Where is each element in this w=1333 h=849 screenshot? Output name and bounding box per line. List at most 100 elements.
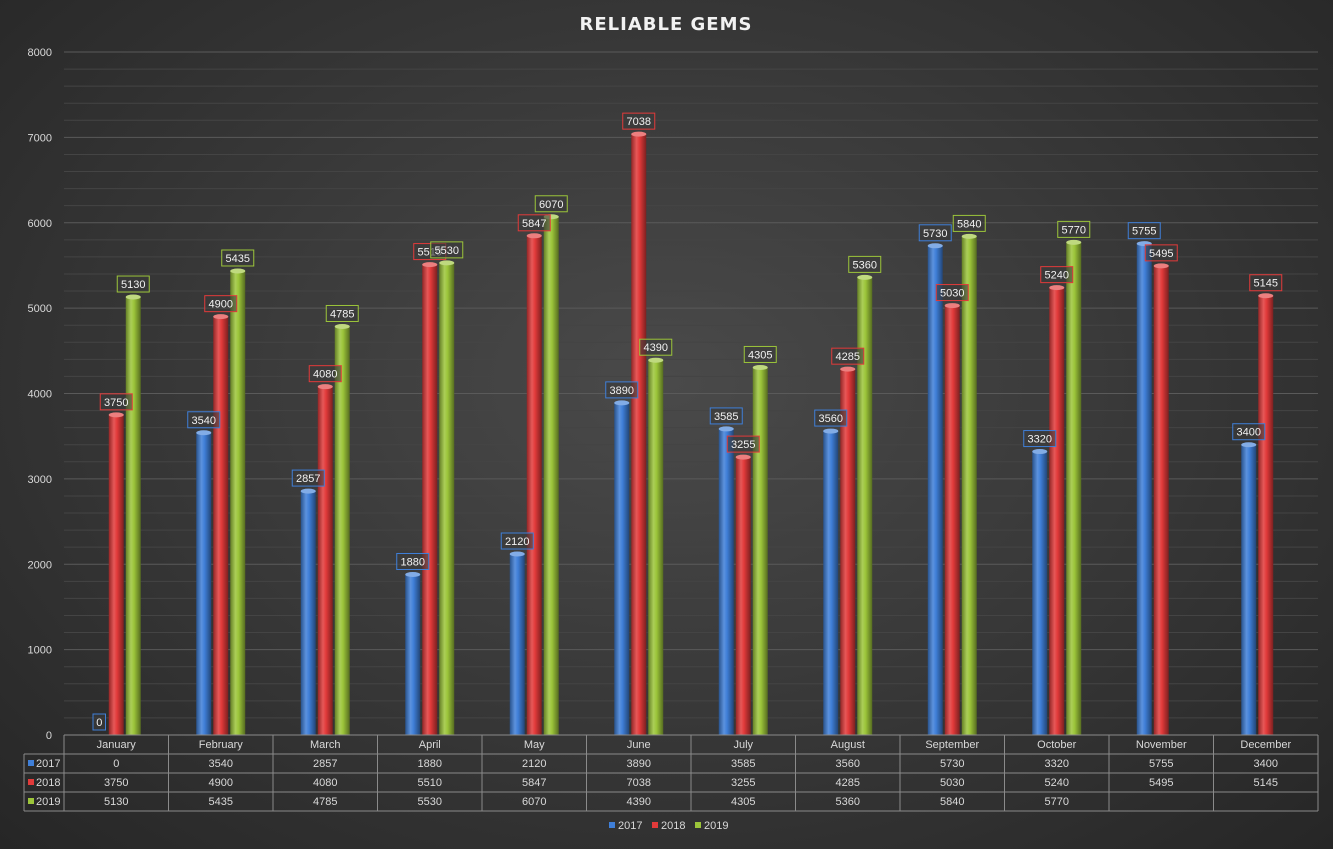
table-cell: 1880 (418, 758, 442, 770)
data-label-2017-may: 2120 (505, 536, 529, 548)
data-label-box (1023, 430, 1057, 448)
y-axis-tick-labels: 0 1000 2000 3000 4000 5000 6000 7000 8000 (28, 47, 52, 742)
bar-2019-july (752, 367, 768, 735)
data-label-box (1232, 423, 1266, 441)
bar-cap-2018-april (422, 262, 438, 268)
data-label-box (622, 112, 656, 130)
table-cell: 0 (113, 758, 119, 770)
data-label-2017-november: 5755 (1132, 226, 1156, 238)
legend-item-2019[interactable]: 2019 (695, 820, 728, 832)
table-cell: 3890 (627, 758, 651, 770)
data-label-2018-october: 5240 (1045, 270, 1069, 282)
data-label-2018-july: 3255 (731, 439, 755, 451)
data-table: January February March April May June July Augu… (23, 734, 1319, 812)
legend-swatch-2017 (609, 822, 615, 828)
table-cell: 4390 (627, 796, 651, 808)
bar-2017-december (1241, 444, 1257, 735)
bar-2018-april (422, 264, 438, 735)
data-label-box (92, 713, 106, 731)
table-cell: 2120 (522, 758, 546, 770)
table-cell: 4305 (731, 796, 755, 808)
data-label-2017-july: 3585 (714, 411, 738, 423)
data-label-box (743, 345, 777, 363)
data-label-box (221, 249, 255, 267)
bar-cap-2018-february (213, 314, 229, 320)
legend-item-2017[interactable]: 2017 (609, 820, 642, 832)
y-tick-label: 3000 (28, 474, 52, 486)
y-tick-label: 8000 (28, 47, 52, 59)
bar-cap-2018-may (526, 233, 542, 239)
category-label-may: May (524, 739, 545, 751)
y-tick-label: 4000 (28, 389, 52, 401)
data-label-box (952, 214, 986, 232)
data-label-2019-january: 5130 (121, 279, 145, 291)
data-label-2018-march: 4080 (313, 369, 337, 381)
data-label-2018-november: 5495 (1149, 248, 1173, 260)
bar-cap-2018-august (840, 366, 856, 372)
bar-cap-2017-march (300, 488, 316, 494)
bar-2019-june (648, 360, 664, 735)
data-label-box (396, 552, 430, 570)
category-label-november: November (1136, 739, 1187, 751)
bar-cap-2018-october (1049, 285, 1065, 291)
table-legend-key-2019 (28, 798, 34, 804)
table-cell: 5360 (836, 796, 860, 808)
data-label-2017-june: 3890 (610, 385, 634, 397)
bar-cap-2019-july (752, 364, 768, 370)
table-cell: 3540 (209, 758, 233, 770)
bar-2018-may (526, 235, 542, 735)
bar-2018-september (944, 305, 960, 735)
table-series-name: 2017 (36, 758, 60, 770)
table-cell: 5530 (418, 796, 442, 808)
data-label-box (500, 532, 534, 550)
legend[interactable]: 2017 2018 2019 (609, 820, 728, 832)
table-cell: 3400 (1254, 758, 1278, 770)
bar-2019-may (543, 216, 559, 735)
data-label-2017-october: 3320 (1028, 434, 1052, 446)
bar-2017-february (196, 432, 212, 735)
legend-swatch-2019 (695, 822, 701, 828)
data-label-box (831, 347, 865, 365)
table-cell: 4080 (313, 777, 337, 789)
table-cell: 3255 (731, 777, 755, 789)
bars (108, 131, 1274, 736)
table-cell: 5495 (1149, 777, 1173, 789)
data-label-box (848, 255, 882, 273)
bar-2019-october (1066, 242, 1082, 736)
category-label-april: April (419, 739, 441, 751)
category-label-february: February (199, 739, 244, 751)
data-label-2019-october: 5770 (1062, 224, 1086, 236)
bar-cap-2017-april (405, 571, 421, 577)
bar-2019-august (857, 277, 873, 735)
legend-label-2018: 2018 (661, 820, 685, 832)
data-label-2019-august: 5360 (853, 259, 877, 271)
bar-2017-may (509, 554, 525, 735)
table-cell: 7038 (627, 777, 651, 789)
bar-cap-2018-march (317, 384, 333, 390)
bar-cap-2019-march (334, 323, 350, 329)
legend-item-2018[interactable]: 2018 (652, 820, 685, 832)
data-label-2018-january: 3750 (104, 397, 128, 409)
data-label-2019-april: 5530 (435, 245, 459, 257)
table-cell: 3585 (731, 758, 755, 770)
y-tick-label: 0 (46, 730, 52, 742)
bar-cap-2019-february (230, 268, 246, 274)
data-label-2019-july: 4305 (748, 349, 772, 361)
bar-cap-2017-september (927, 243, 943, 249)
y-tick-label: 5000 (28, 303, 52, 315)
table-cell: 5030 (940, 777, 964, 789)
bar-2017-june (614, 402, 630, 735)
y-tick-label: 2000 (28, 559, 52, 571)
category-label-january: January (97, 739, 137, 751)
data-label-2017-march: 2857 (296, 473, 320, 485)
table-cell: 5130 (104, 796, 128, 808)
bar-cap-2017-august (823, 428, 839, 434)
data-label-box (308, 365, 342, 383)
bar-2018-february (213, 316, 229, 735)
table-series-name: 2019 (36, 796, 60, 808)
data-label-box (534, 195, 568, 213)
data-label-2017-august: 3560 (819, 413, 843, 425)
bar-2017-july (718, 428, 734, 735)
legend-label-2019: 2019 (704, 820, 728, 832)
